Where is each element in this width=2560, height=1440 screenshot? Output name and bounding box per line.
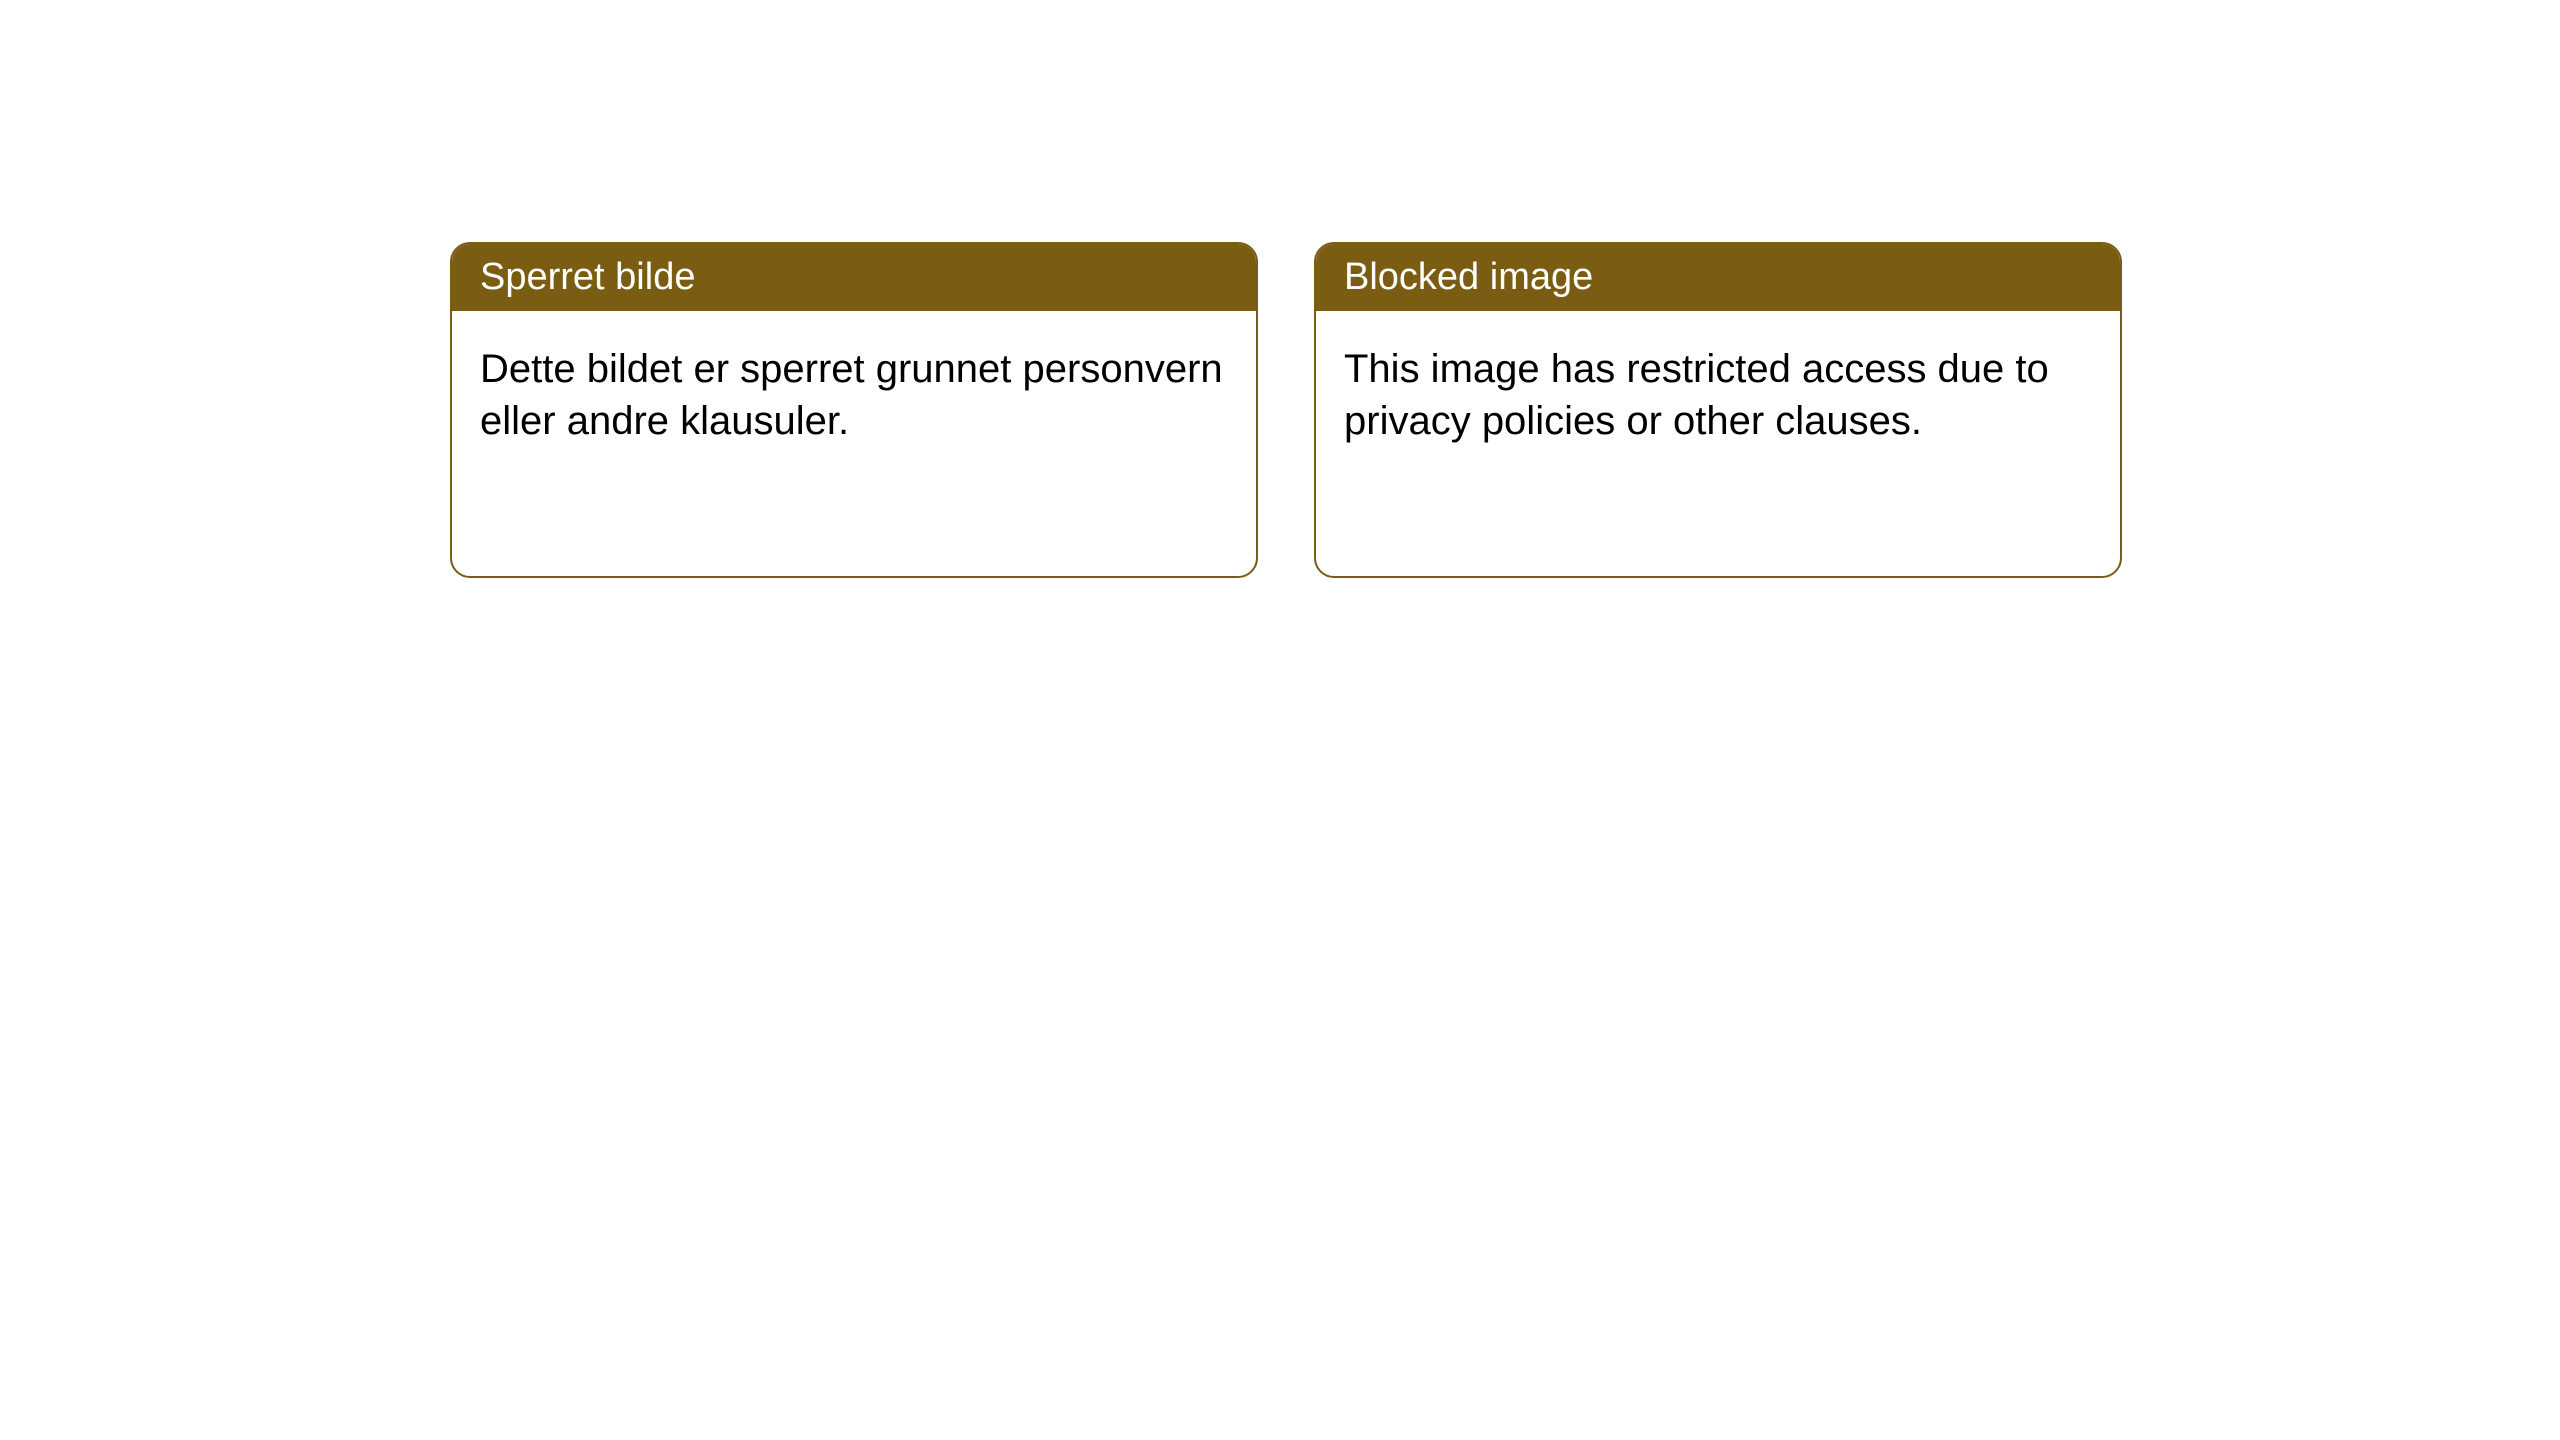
notice-card-norwegian: Sperret bilde Dette bildet er sperret gr…	[450, 242, 1258, 578]
notice-body: Dette bildet er sperret grunnet personve…	[452, 311, 1256, 479]
notice-card-english: Blocked image This image has restricted …	[1314, 242, 2122, 578]
notice-title: Blocked image	[1316, 244, 2120, 311]
notice-title: Sperret bilde	[452, 244, 1256, 311]
notice-body: This image has restricted access due to …	[1316, 311, 2120, 479]
notice-container: Sperret bilde Dette bildet er sperret gr…	[0, 0, 2560, 578]
